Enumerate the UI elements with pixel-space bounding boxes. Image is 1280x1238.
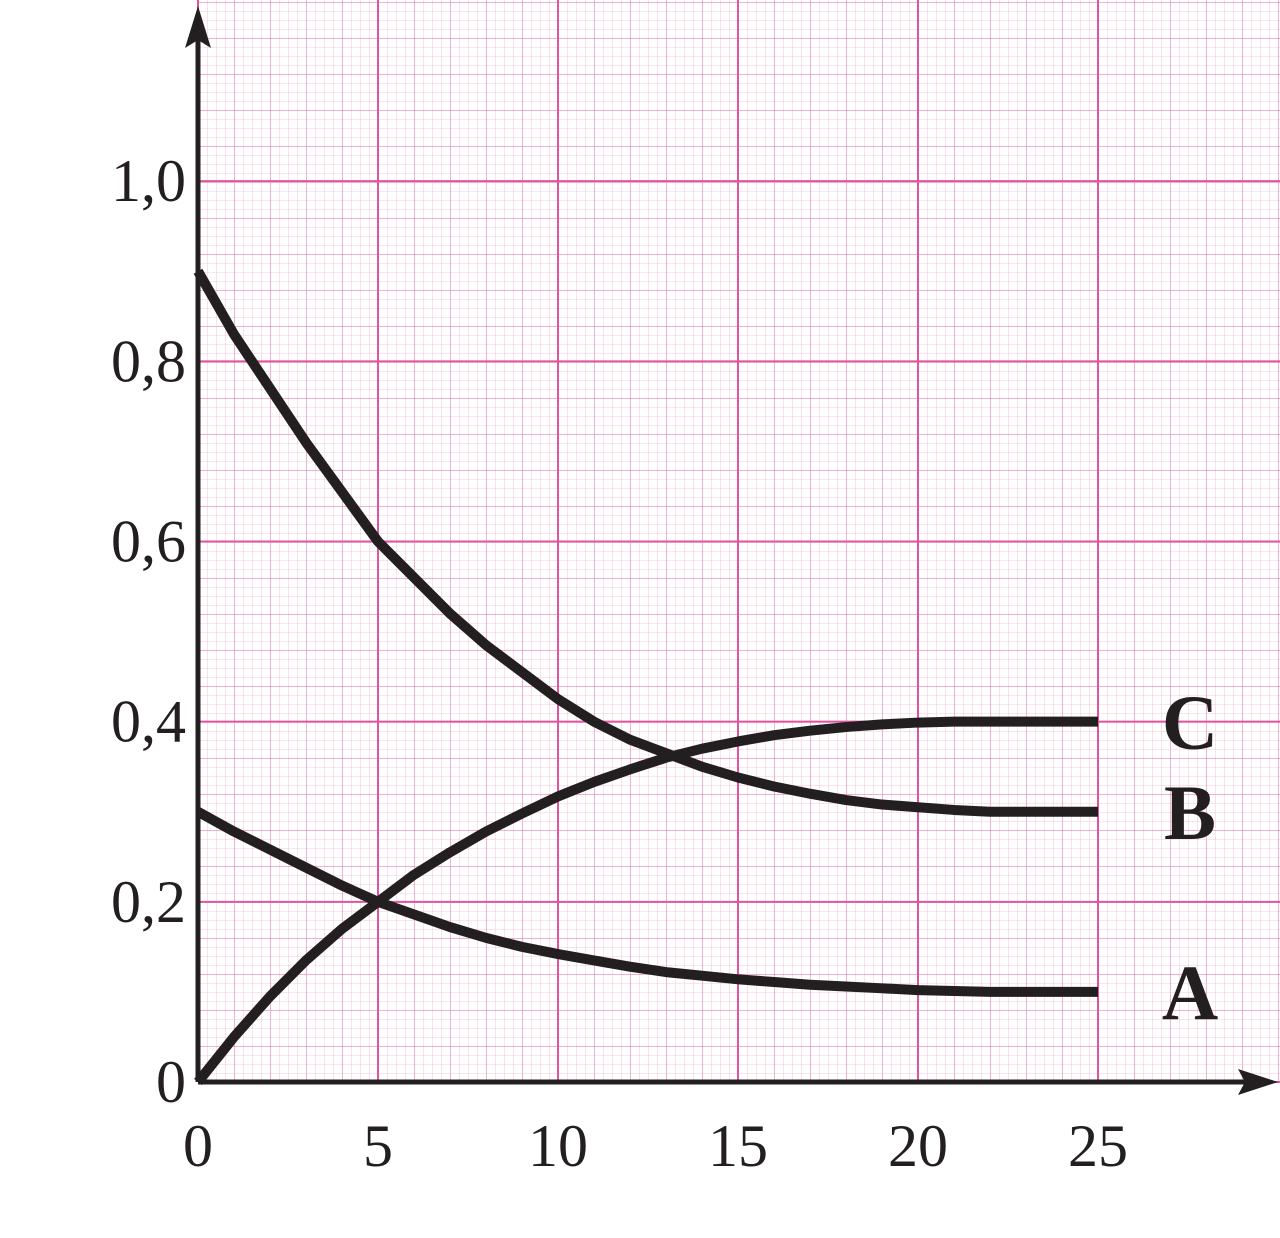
x-tick-label: 10 [528,1113,588,1179]
series-label: A [1162,949,1218,1036]
series-label: B [1164,769,1216,856]
y-tick-label: 0,2 [111,869,186,935]
y-tick-label: 0,6 [111,509,186,575]
y-tick-label: 0,4 [111,689,186,755]
series-line [193,268,1098,817]
x-tick-label: 25 [1068,1113,1128,1179]
x-tick-label: 0 [183,1113,213,1179]
y-tick-label: 0,8 [111,328,186,394]
y-tick-label: 1,0 [111,148,186,214]
series-line [195,807,1098,997]
series-label: C [1162,679,1218,766]
series-line [194,716,1098,1086]
x-tick-label: 5 [363,1113,393,1179]
x-tick-label: 15 [708,1113,768,1179]
y-tick-label: 0 [156,1049,186,1115]
axes [185,6,1278,1095]
x-tick-label: 20 [888,1113,948,1179]
labels: 0 0,2 0,4 0,6 0,8 1,0 0 5 10 15 20 25 A BC [111,148,1218,1179]
curves [193,268,1098,1086]
